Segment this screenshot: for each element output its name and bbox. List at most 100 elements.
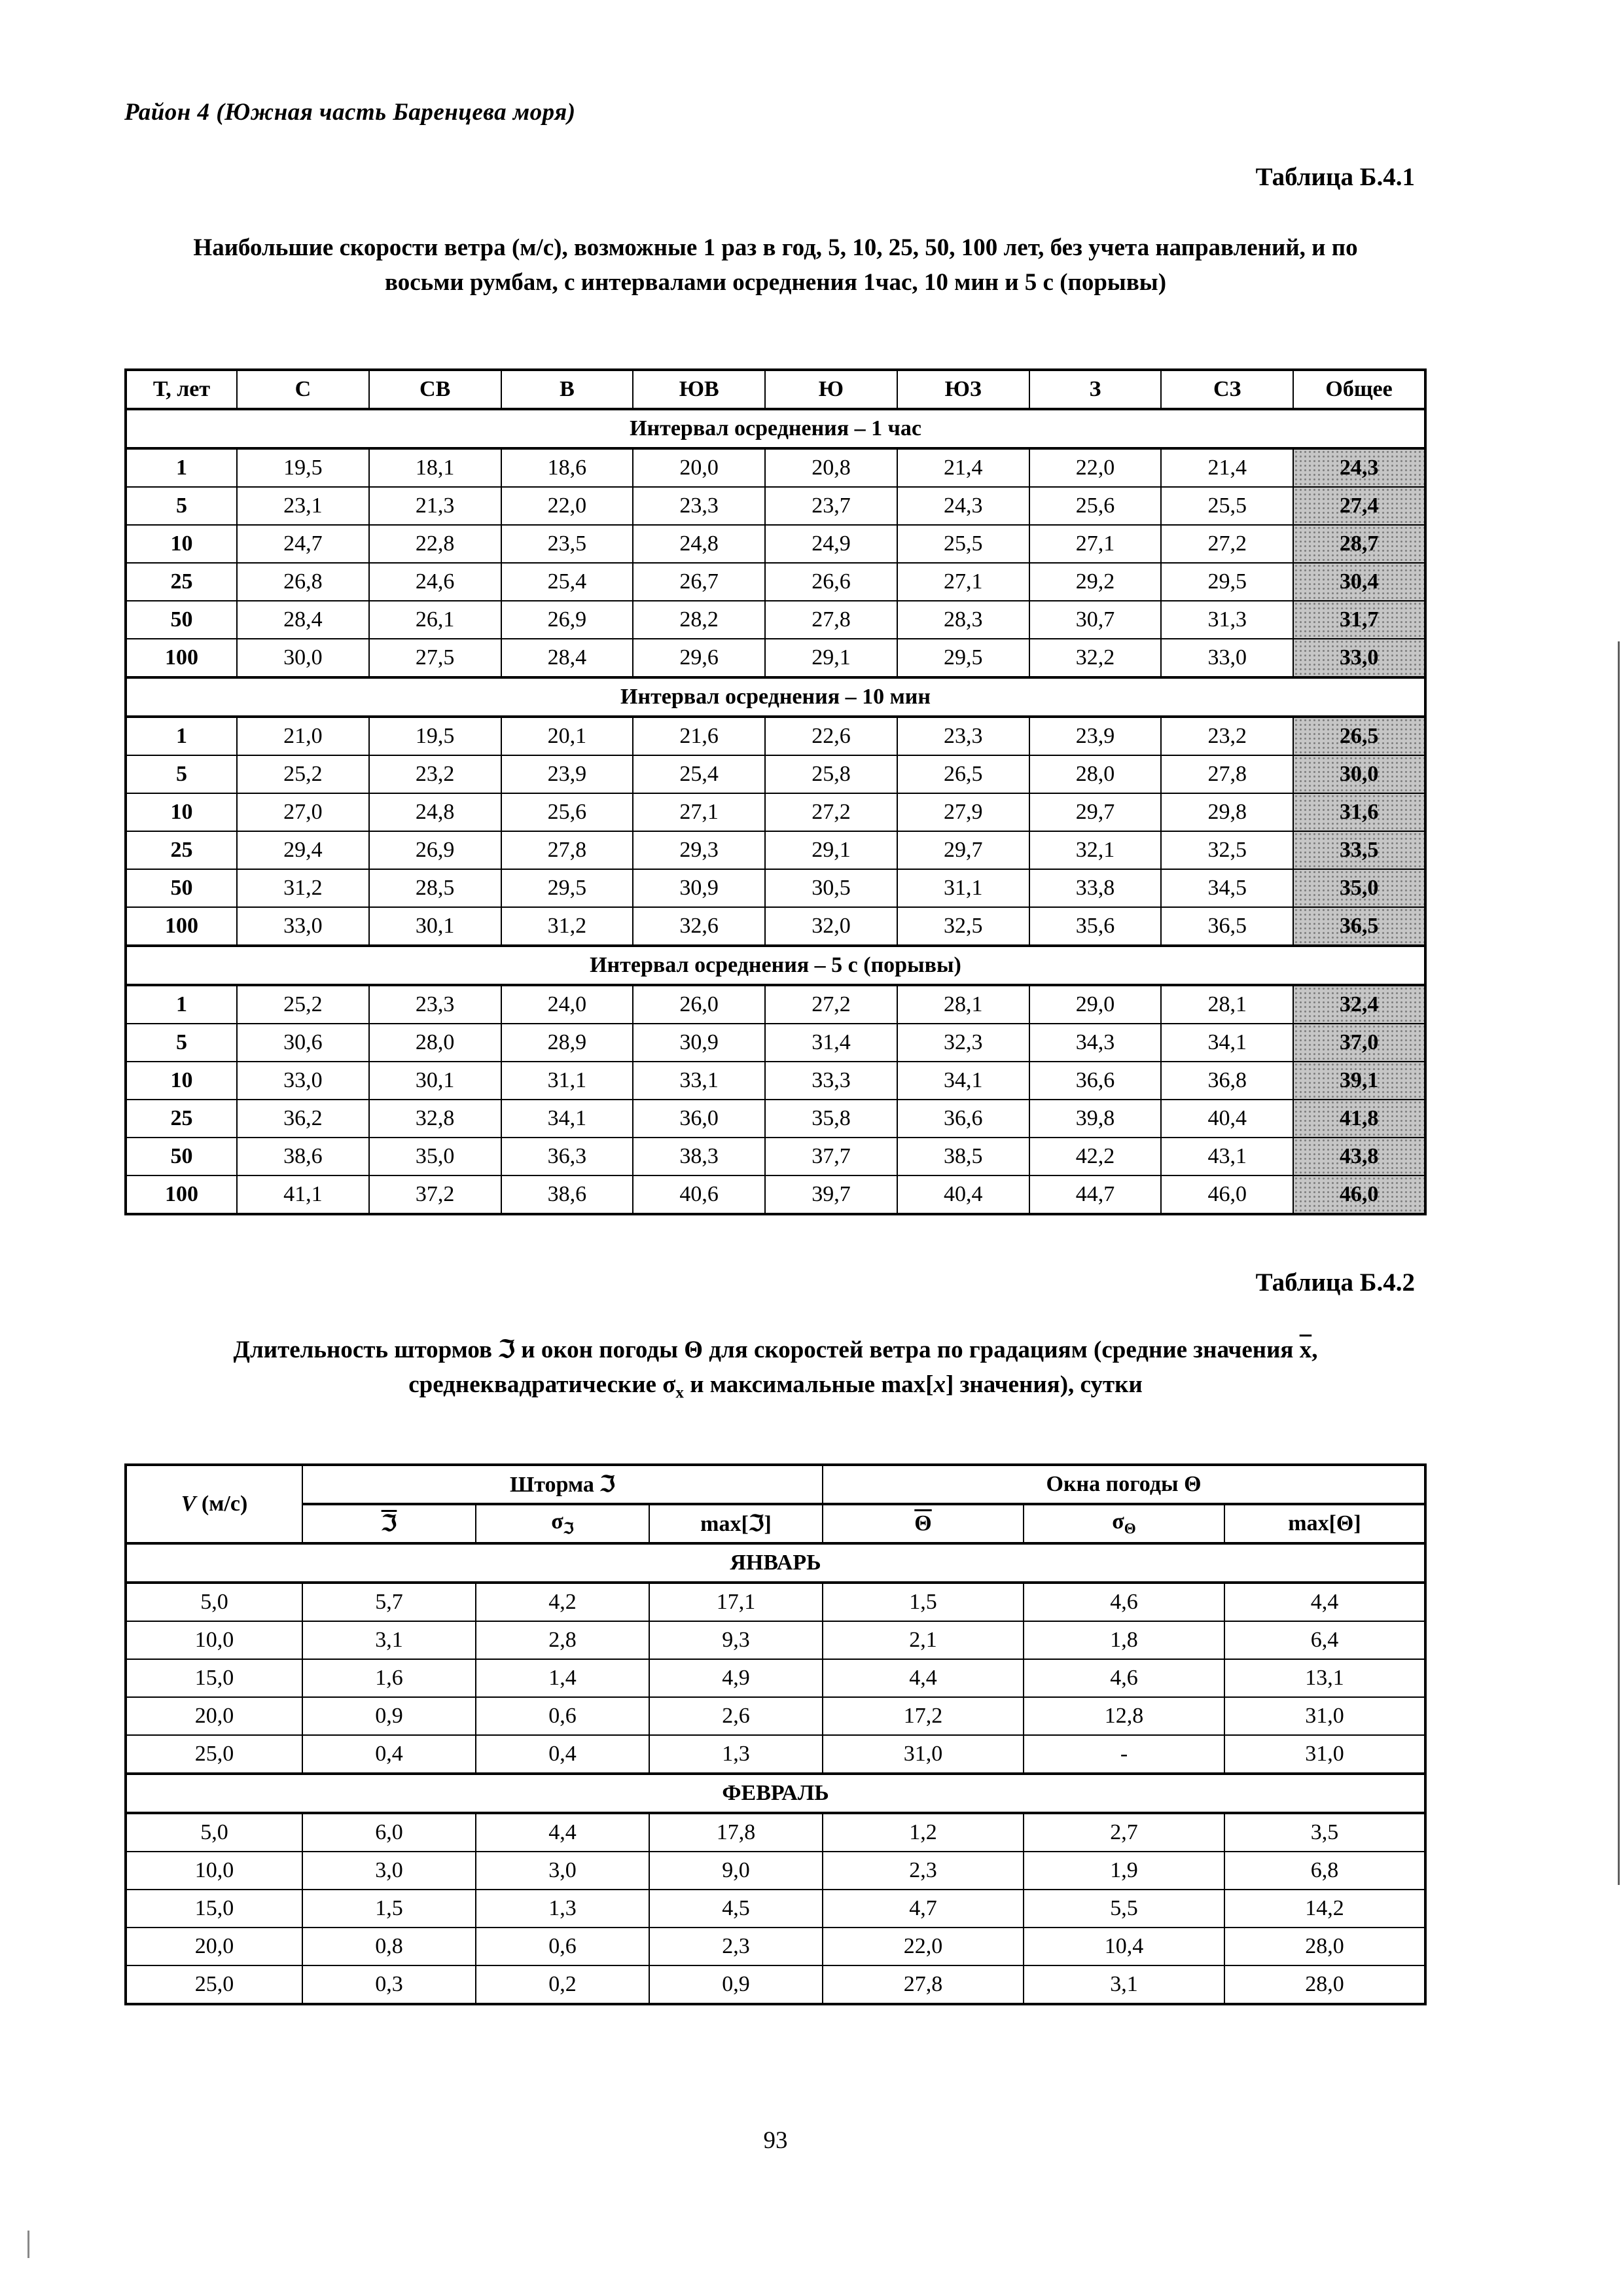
table-cell: 27,8 <box>822 1964 1025 2005</box>
table-cell: 34,1 <box>1160 1023 1294 1063</box>
table-cell: 26,5 <box>1293 716 1426 757</box>
table-cell: 32,2 <box>1028 638 1162 679</box>
table-cell: 100 <box>125 1175 238 1215</box>
table-cell: 15,0 <box>125 1658 303 1698</box>
table-cell: 12,8 <box>1023 1696 1225 1736</box>
table-cell: 3,5 <box>1224 1812 1426 1852</box>
table-cell: 27,8 <box>500 831 634 870</box>
table-cell: 28,3 <box>896 600 1030 640</box>
table-cell: 29,5 <box>500 869 634 908</box>
table-cell: 100 <box>125 906 238 947</box>
table1-caption: Таблица Б.4.1 <box>1255 163 1415 191</box>
table-cell: 27,9 <box>896 793 1030 833</box>
section-header-row: ЯНВАРЬ <box>125 1541 1426 1584</box>
table-cell: 22,6 <box>764 716 898 757</box>
table-cell: 28,1 <box>896 984 1030 1025</box>
table-cell: 31,0 <box>1224 1696 1426 1736</box>
region-header: Район 4 (Южная часть Баренцева моря) <box>124 99 576 126</box>
table-cell: 28,1 <box>1160 984 1294 1025</box>
table-cell: 1,9 <box>1023 1850 1225 1890</box>
table-cell: 32,6 <box>632 906 766 947</box>
table-cell: 33,3 <box>764 1061 898 1101</box>
table-cell: 26,9 <box>500 600 634 640</box>
table-cell: 0,2 <box>475 1964 650 2005</box>
column-header: СЗ <box>1160 369 1294 411</box>
table-cell: 23,1 <box>236 486 370 526</box>
table-cell: 0,3 <box>302 1964 476 2005</box>
section-header-row: Интервал осреднения – 1 час <box>125 408 1426 450</box>
table-cell: 2,3 <box>822 1850 1025 1890</box>
sub-column-header: max[Θ] <box>1224 1503 1426 1545</box>
table-cell: 5 <box>125 486 238 526</box>
table-cell: 3,1 <box>1023 1964 1225 2005</box>
table-cell: 31,0 <box>822 1734 1025 1774</box>
table-cell: 0,8 <box>302 1926 476 1966</box>
table-cell: 27,8 <box>764 600 898 640</box>
table-cell: 28,4 <box>236 600 370 640</box>
table-cell: 44,7 <box>1028 1175 1162 1215</box>
section-header: ЯНВАРЬ <box>125 1541 1426 1584</box>
table-cell: 24,9 <box>764 524 898 564</box>
table-cell: 0,6 <box>475 1696 650 1736</box>
table-cell: 26,0 <box>632 984 766 1025</box>
table-row: 50 38,6 35,0 36,3 38,3 37,7 38,5 42,2 43,1 43,8 <box>125 1137 1426 1177</box>
table-cell: 29,6 <box>632 638 766 679</box>
table-cell: 10 <box>125 524 238 564</box>
column-header: З <box>1028 369 1162 411</box>
table-row: 10 33,0 30,1 31,1 33,1 33,3 34,1 36,6 36,8 39,1 <box>125 1061 1426 1101</box>
table-cell: 26,6 <box>764 562 898 602</box>
table-cell: 34,1 <box>500 1099 634 1139</box>
table-row: 25,0 0,4 0,4 1,3 31,0-31,0 <box>125 1734 1426 1774</box>
table-cell: 10,4 <box>1023 1926 1225 1966</box>
table-cell: 27,5 <box>368 638 502 679</box>
sub-column-header: ℑ <box>302 1503 476 1545</box>
table-cell: 20,0 <box>125 1926 303 1966</box>
sub-column-header: max[ℑ] <box>648 1503 824 1545</box>
table-cell: 1,8 <box>1023 1620 1225 1660</box>
table-cell: 25,0 <box>125 1734 303 1774</box>
table-cell: 5 <box>125 1023 238 1063</box>
table-row: 50 28,4 26,1 26,9 28,2 27,8 28,3 30,7 31,3 31,7 <box>125 600 1426 640</box>
table-cell: 25 <box>125 562 238 602</box>
table-cell: 20,0 <box>632 448 766 488</box>
table-cell: 1,5 <box>822 1581 1025 1622</box>
table-cell: 10 <box>125 793 238 833</box>
table-cell: 30,1 <box>368 906 502 947</box>
table1-title: Наибольшие скорости ветра (м/с), возможн… <box>193 234 1358 296</box>
table2-title: Длительность штормов ℑ и окон погоды Θ д… <box>233 1336 1318 1401</box>
table-cell: 23,9 <box>500 755 634 795</box>
table-row: 25 26,8 24,6 25,4 26,7 26,6 27,1 29,2 29,5 30,4 <box>125 562 1426 602</box>
table-cell: 31,1 <box>896 869 1030 908</box>
table-cell: 36,6 <box>896 1099 1030 1139</box>
table-cell: 17,1 <box>648 1581 824 1622</box>
table-cell: 38,3 <box>632 1137 766 1177</box>
table-cell: 6,0 <box>302 1812 476 1852</box>
column-header: С <box>236 369 370 411</box>
table-cell: 1,3 <box>475 1888 650 1928</box>
table-cell: 41,8 <box>1293 1099 1426 1139</box>
table-cell: 46,0 <box>1293 1175 1426 1215</box>
table-cell: 22,8 <box>368 524 502 564</box>
table-cell: 26,5 <box>896 755 1030 795</box>
table-row: 5,0 6,0 4,4 17,8 1,2 2,7 3,5 <box>125 1812 1426 1852</box>
windows-group-header: Окна погоды Θ <box>822 1463 1426 1505</box>
table-cell: 36,2 <box>236 1099 370 1139</box>
table-cell: 30,4 <box>1293 562 1426 602</box>
table-cell: 30,9 <box>632 869 766 908</box>
scan-artifact-mark <box>27 2231 29 2258</box>
table-row: 25 29,4 26,9 27,8 29,3 29,1 29,7 32,1 32,5 33,5 <box>125 831 1426 870</box>
table-cell: 20,0 <box>125 1696 303 1736</box>
table-cell: 13,1 <box>1224 1658 1426 1698</box>
table-cell: 28,7 <box>1293 524 1426 564</box>
table-cell: 28,9 <box>500 1023 634 1063</box>
column-header: Ю <box>764 369 898 411</box>
table-cell: 21,6 <box>632 716 766 757</box>
table-cell: 31,2 <box>500 906 634 947</box>
table-cell: 19,5 <box>368 716 502 757</box>
table-cell: 31,4 <box>764 1023 898 1063</box>
table-cell: 27,1 <box>1028 524 1162 564</box>
sub-column-header: σΘ <box>1023 1503 1225 1545</box>
table-cell: 28,0 <box>368 1023 502 1063</box>
